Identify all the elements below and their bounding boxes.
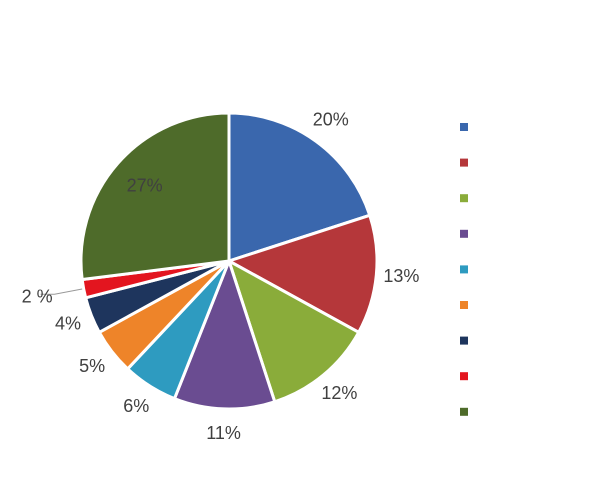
data-label: 4% bbox=[55, 313, 81, 333]
pie-slice bbox=[172, 256, 277, 411]
legend-swatch bbox=[460, 123, 468, 131]
data-label: 13% bbox=[383, 266, 419, 286]
legend-swatch bbox=[460, 372, 468, 381]
legend-swatch bbox=[460, 407, 468, 416]
legend-swatch bbox=[460, 229, 468, 238]
data-label: 11% bbox=[206, 423, 241, 443]
data-label: 27% bbox=[127, 175, 163, 195]
legend-swatch bbox=[460, 336, 468, 345]
pie-slice bbox=[225, 213, 379, 335]
data-label: 20% bbox=[313, 110, 349, 130]
pie-slice bbox=[227, 111, 372, 264]
pie-slice bbox=[79, 111, 231, 282]
legend-swatch bbox=[460, 301, 468, 309]
data-label: 2 % bbox=[22, 286, 53, 306]
legend-swatch bbox=[460, 194, 468, 203]
legend-swatch bbox=[460, 265, 468, 274]
data-label: 6% bbox=[123, 396, 149, 416]
pie-slice bbox=[226, 257, 361, 404]
data-label: 5% bbox=[79, 356, 105, 376]
leader-line bbox=[40, 288, 83, 295]
data-label: 12% bbox=[321, 383, 357, 403]
legend-swatch bbox=[460, 158, 468, 167]
